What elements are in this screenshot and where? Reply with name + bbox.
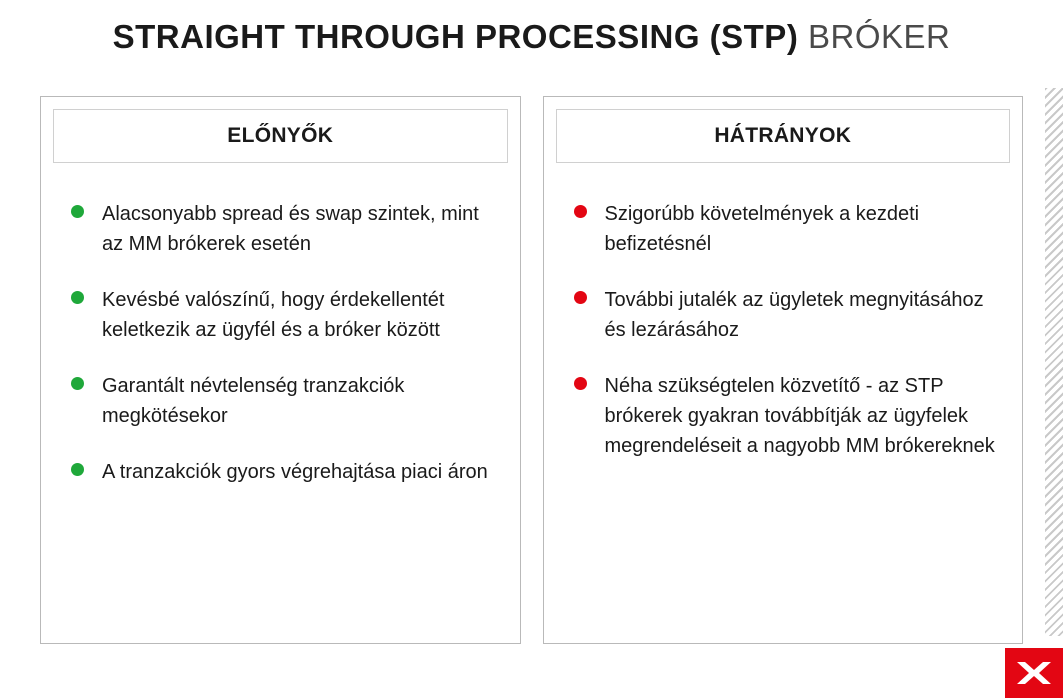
bullet-icon: [574, 377, 587, 390]
columns-wrapper: ELŐNYŐK Alacsonyabb spread és swap szint…: [0, 96, 1063, 644]
list-item: Alacsonyabb spread és swap szintek, mint…: [71, 199, 498, 259]
title-light: BRÓKER: [798, 18, 950, 55]
cons-list: Szigorúbb követelmények a kezdeti befize…: [556, 199, 1011, 461]
bullet-icon: [574, 291, 587, 304]
item-text: Garantált névtelenség tranzakciók megköt…: [102, 371, 498, 431]
list-item: A tranzakciók gyors végrehajtása piaci á…: [71, 457, 498, 487]
pros-column: ELŐNYŐK Alacsonyabb spread és swap szint…: [40, 96, 521, 644]
item-text: Kevésbé valószínű, hogy érdekellentét ke…: [102, 285, 498, 345]
brand-logo: [1005, 648, 1063, 698]
list-item: Garantált névtelenség tranzakciók megköt…: [71, 371, 498, 431]
pros-list: Alacsonyabb spread és swap szintek, mint…: [53, 199, 508, 487]
item-text: Szigorúbb követelmények a kezdeti befize…: [605, 199, 1001, 259]
bullet-icon: [71, 205, 84, 218]
list-item: Szigorúbb követelmények a kezdeti befize…: [574, 199, 1001, 259]
item-text: Néha szükségtelen közvetítő - az STP bró…: [605, 371, 1001, 461]
bullet-icon: [71, 463, 84, 476]
cons-column: HÁTRÁNYOK Szigorúbb követelmények a kezd…: [543, 96, 1024, 644]
item-text: A tranzakciók gyors végrehajtása piaci á…: [102, 457, 488, 487]
list-item: Néha szükségtelen közvetítő - az STP bró…: [574, 371, 1001, 461]
pros-header: ELŐNYŐK: [53, 109, 508, 163]
page-title: STRAIGHT THROUGH PROCESSING (STP) BRÓKER: [0, 0, 1063, 56]
bullet-icon: [71, 377, 84, 390]
item-text: Alacsonyabb spread és swap szintek, mint…: [102, 199, 498, 259]
title-bold: STRAIGHT THROUGH PROCESSING (STP): [113, 18, 799, 55]
list-item: Kevésbé valószínű, hogy érdekellentét ke…: [71, 285, 498, 345]
bullet-icon: [574, 205, 587, 218]
item-text: További jutalék az ügyletek megnyitásáho…: [605, 285, 1001, 345]
bullet-icon: [71, 291, 84, 304]
list-item: További jutalék az ügyletek megnyitásáho…: [574, 285, 1001, 345]
cons-header: HÁTRÁNYOK: [556, 109, 1011, 163]
hatch-decoration: [1045, 88, 1063, 636]
